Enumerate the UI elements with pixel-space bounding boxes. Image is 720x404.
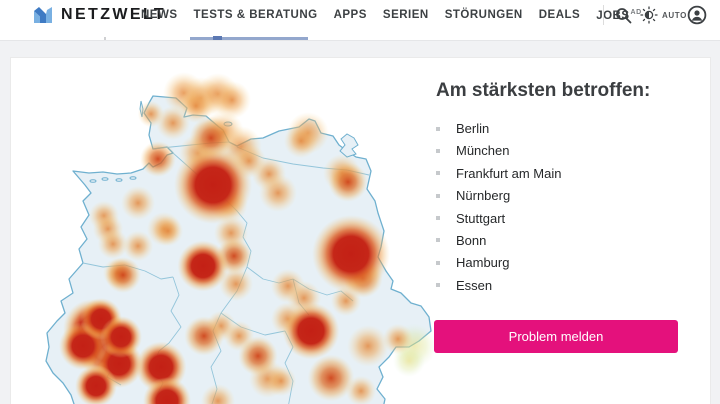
jobs-ad-badge: AD (630, 8, 642, 16)
site-header: NETZWELT NEWS TESTS & BERATUNG APPS SERI… (0, 0, 720, 30)
main-nav: NEWS TESTS & BERATUNG APPS SERIEN STÖRUN… (141, 0, 642, 30)
list-item-city: Nürnberg (436, 188, 561, 203)
nav-item-serien[interactable]: SERIEN (382, 9, 429, 21)
bullet-icon (436, 216, 440, 221)
list-item-city: München (436, 143, 561, 158)
bullet-icon (436, 260, 440, 265)
nav-item-news[interactable]: NEWS (141, 9, 178, 21)
profile-button[interactable] (687, 5, 707, 25)
search-button[interactable] (613, 5, 633, 25)
profile-icon (687, 5, 707, 25)
brand-name: NETZWELT (61, 6, 167, 23)
netzwelt-logo-icon (32, 4, 54, 26)
affected-cities-list: Berlin München Frankfurt am Main Nürnber… (436, 121, 561, 301)
report-problem-button[interactable]: Problem melden (434, 320, 678, 353)
search-icon (615, 7, 632, 24)
bullet-icon (436, 193, 440, 198)
nav-item-deals[interactable]: DEALS (538, 9, 581, 21)
list-item-city: Essen (436, 278, 561, 293)
list-item-city: Stuttgart (436, 211, 561, 226)
tab-tick (104, 37, 106, 40)
bullet-icon (436, 148, 440, 153)
active-tab-underline (190, 37, 308, 40)
list-item-city: Berlin (436, 121, 561, 136)
bullet-icon (436, 171, 440, 176)
bullet-icon (436, 126, 440, 131)
heatmap-blobs (59, 72, 437, 404)
scrolled-content-edge (0, 30, 720, 41)
island-shapes (89, 100, 359, 183)
bullet-icon (436, 238, 440, 243)
nav-item-tests-beratung[interactable]: TESTS & BERATUNG (193, 9, 318, 21)
panel-heading: Am stärksten betroffen: (436, 80, 651, 101)
auto-label: AUTO (662, 10, 687, 20)
brightness-icon (640, 6, 658, 24)
netzwelt-logo[interactable]: NETZWELT (32, 3, 166, 27)
nav-item-apps[interactable]: APPS (333, 9, 367, 21)
germany-heatmap (45, 72, 437, 404)
list-item-city: Hamburg (436, 255, 561, 270)
outage-card: Am stärksten betroffen: Berlin München F… (10, 57, 711, 404)
active-tab-underline-blip (213, 36, 222, 40)
list-item-city: Bonn (436, 233, 561, 248)
bullet-icon (436, 283, 440, 288)
nav-item-stoerungen[interactable]: STÖRUNGEN (444, 9, 523, 21)
header-divider (603, 5, 604, 25)
theme-auto-toggle[interactable]: AUTO (640, 5, 687, 25)
list-item-city: Frankfurt am Main (436, 166, 561, 181)
